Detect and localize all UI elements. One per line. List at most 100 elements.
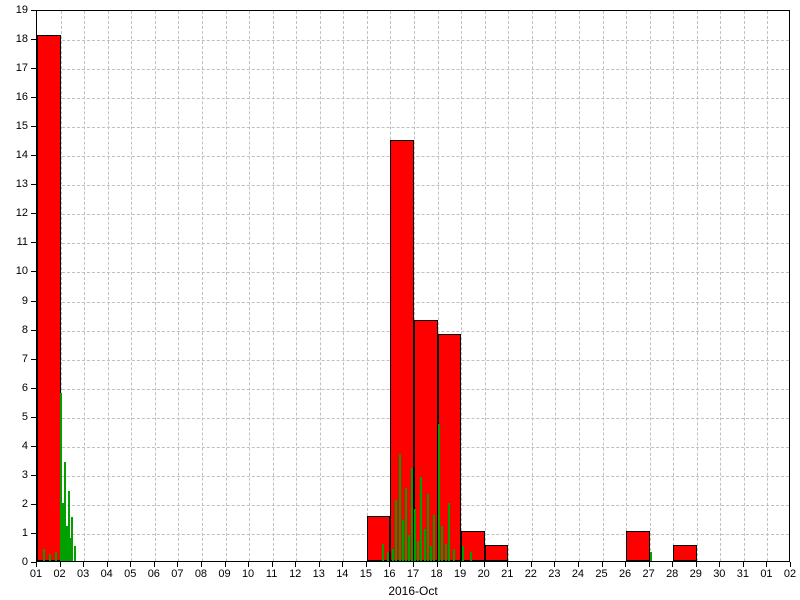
x-tick-label: 06 xyxy=(148,568,160,580)
bar xyxy=(626,531,650,562)
x-tick-mark xyxy=(696,562,697,567)
spike xyxy=(399,454,401,561)
spike xyxy=(424,529,426,561)
spike xyxy=(402,520,404,561)
y-tick-label: 18 xyxy=(16,33,28,45)
x-tick-label: 31 xyxy=(737,568,749,580)
bar xyxy=(485,545,509,561)
x-tick-mark xyxy=(272,562,273,567)
grid-line-v xyxy=(555,11,556,561)
spike xyxy=(427,494,429,561)
y-tick-mark xyxy=(31,504,36,505)
spike xyxy=(417,541,419,561)
spike xyxy=(414,509,416,561)
x-tick-label: 25 xyxy=(595,568,607,580)
grid-line-h xyxy=(37,40,789,41)
y-tick-label: 8 xyxy=(22,324,28,336)
y-tick-mark xyxy=(31,533,36,534)
spike xyxy=(650,552,652,561)
x-tick-mark xyxy=(107,562,108,567)
x-tick-label: 08 xyxy=(195,568,207,580)
x-tick-mark xyxy=(507,562,508,567)
grid-line-v xyxy=(202,11,203,561)
x-tick-label: 23 xyxy=(548,568,560,580)
grid-line-v xyxy=(273,11,274,561)
x-tick-label: 03 xyxy=(77,568,89,580)
spike xyxy=(441,526,443,561)
y-tick-label: 4 xyxy=(22,440,28,452)
x-tick-mark xyxy=(60,562,61,567)
spike xyxy=(387,552,389,561)
spike xyxy=(74,546,76,561)
x-tick-mark xyxy=(766,562,767,567)
spike xyxy=(55,552,57,561)
grid-line-v xyxy=(84,11,85,561)
spike xyxy=(470,552,472,561)
x-tick-mark xyxy=(484,562,485,567)
x-tick-label: 26 xyxy=(619,568,631,580)
x-tick-label: 12 xyxy=(289,568,301,580)
y-tick-label: 1 xyxy=(22,527,28,539)
spike xyxy=(438,424,440,561)
y-tick-label: 12 xyxy=(16,207,28,219)
x-tick-label: 02 xyxy=(784,568,796,580)
x-tick-label: 30 xyxy=(713,568,725,580)
x-tick-mark xyxy=(460,562,461,567)
x-tick-mark xyxy=(554,562,555,567)
y-tick-label: 5 xyxy=(22,411,28,423)
y-tick-label: 0 xyxy=(22,556,28,568)
y-tick-mark xyxy=(31,242,36,243)
x-axis-label: 2016-Oct xyxy=(388,584,437,598)
grid-line-v xyxy=(626,11,627,561)
x-tick-label: 29 xyxy=(690,568,702,580)
x-tick-mark xyxy=(248,562,249,567)
spike xyxy=(411,468,413,561)
x-tick-mark xyxy=(177,562,178,567)
y-tick-mark xyxy=(31,388,36,389)
grid-line-h xyxy=(37,98,789,99)
x-tick-label: 09 xyxy=(218,568,230,580)
grid-line-v xyxy=(673,11,674,561)
y-tick-mark xyxy=(31,68,36,69)
x-tick-mark xyxy=(225,562,226,567)
x-tick-label: 01 xyxy=(30,568,42,580)
x-tick-mark xyxy=(342,562,343,567)
spike xyxy=(445,544,447,561)
x-tick-mark xyxy=(130,562,131,567)
grid-line-v xyxy=(603,11,604,561)
grid-line-v xyxy=(108,11,109,561)
grid-line-v xyxy=(744,11,745,561)
x-tick-label: 14 xyxy=(336,568,348,580)
y-tick-label: 11 xyxy=(17,236,28,248)
grid-line-v xyxy=(650,11,651,561)
x-tick-label: 24 xyxy=(572,568,584,580)
x-tick-mark xyxy=(366,562,367,567)
y-tick-mark xyxy=(31,10,36,11)
y-tick-label: 14 xyxy=(16,149,28,161)
grid-line-v xyxy=(579,11,580,561)
y-tick-label: 17 xyxy=(16,62,28,74)
x-tick-label: 19 xyxy=(454,568,466,580)
spike xyxy=(462,546,464,561)
y-tick-mark xyxy=(31,39,36,40)
y-tick-label: 2 xyxy=(22,498,28,510)
x-tick-label: 07 xyxy=(171,568,183,580)
x-tick-label: 16 xyxy=(383,568,395,580)
x-tick-mark xyxy=(625,562,626,567)
x-tick-label: 27 xyxy=(643,568,655,580)
x-tick-label: 05 xyxy=(124,568,136,580)
x-tick-mark xyxy=(790,562,791,567)
y-tick-label: 7 xyxy=(22,353,28,365)
x-tick-mark xyxy=(36,562,37,567)
grid-line-v xyxy=(767,11,768,561)
x-tick-mark xyxy=(413,562,414,567)
x-tick-label: 22 xyxy=(525,568,537,580)
y-tick-mark xyxy=(31,446,36,447)
x-tick-label: 20 xyxy=(478,568,490,580)
x-tick-label: 17 xyxy=(407,568,419,580)
x-tick-label: 21 xyxy=(501,568,513,580)
x-tick-mark xyxy=(295,562,296,567)
x-tick-mark xyxy=(531,562,532,567)
grid-line-v xyxy=(296,11,297,561)
y-tick-mark xyxy=(31,97,36,98)
